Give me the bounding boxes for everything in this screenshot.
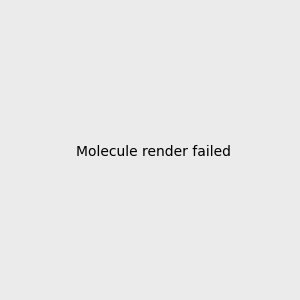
Text: Molecule render failed: Molecule render failed bbox=[76, 145, 231, 158]
